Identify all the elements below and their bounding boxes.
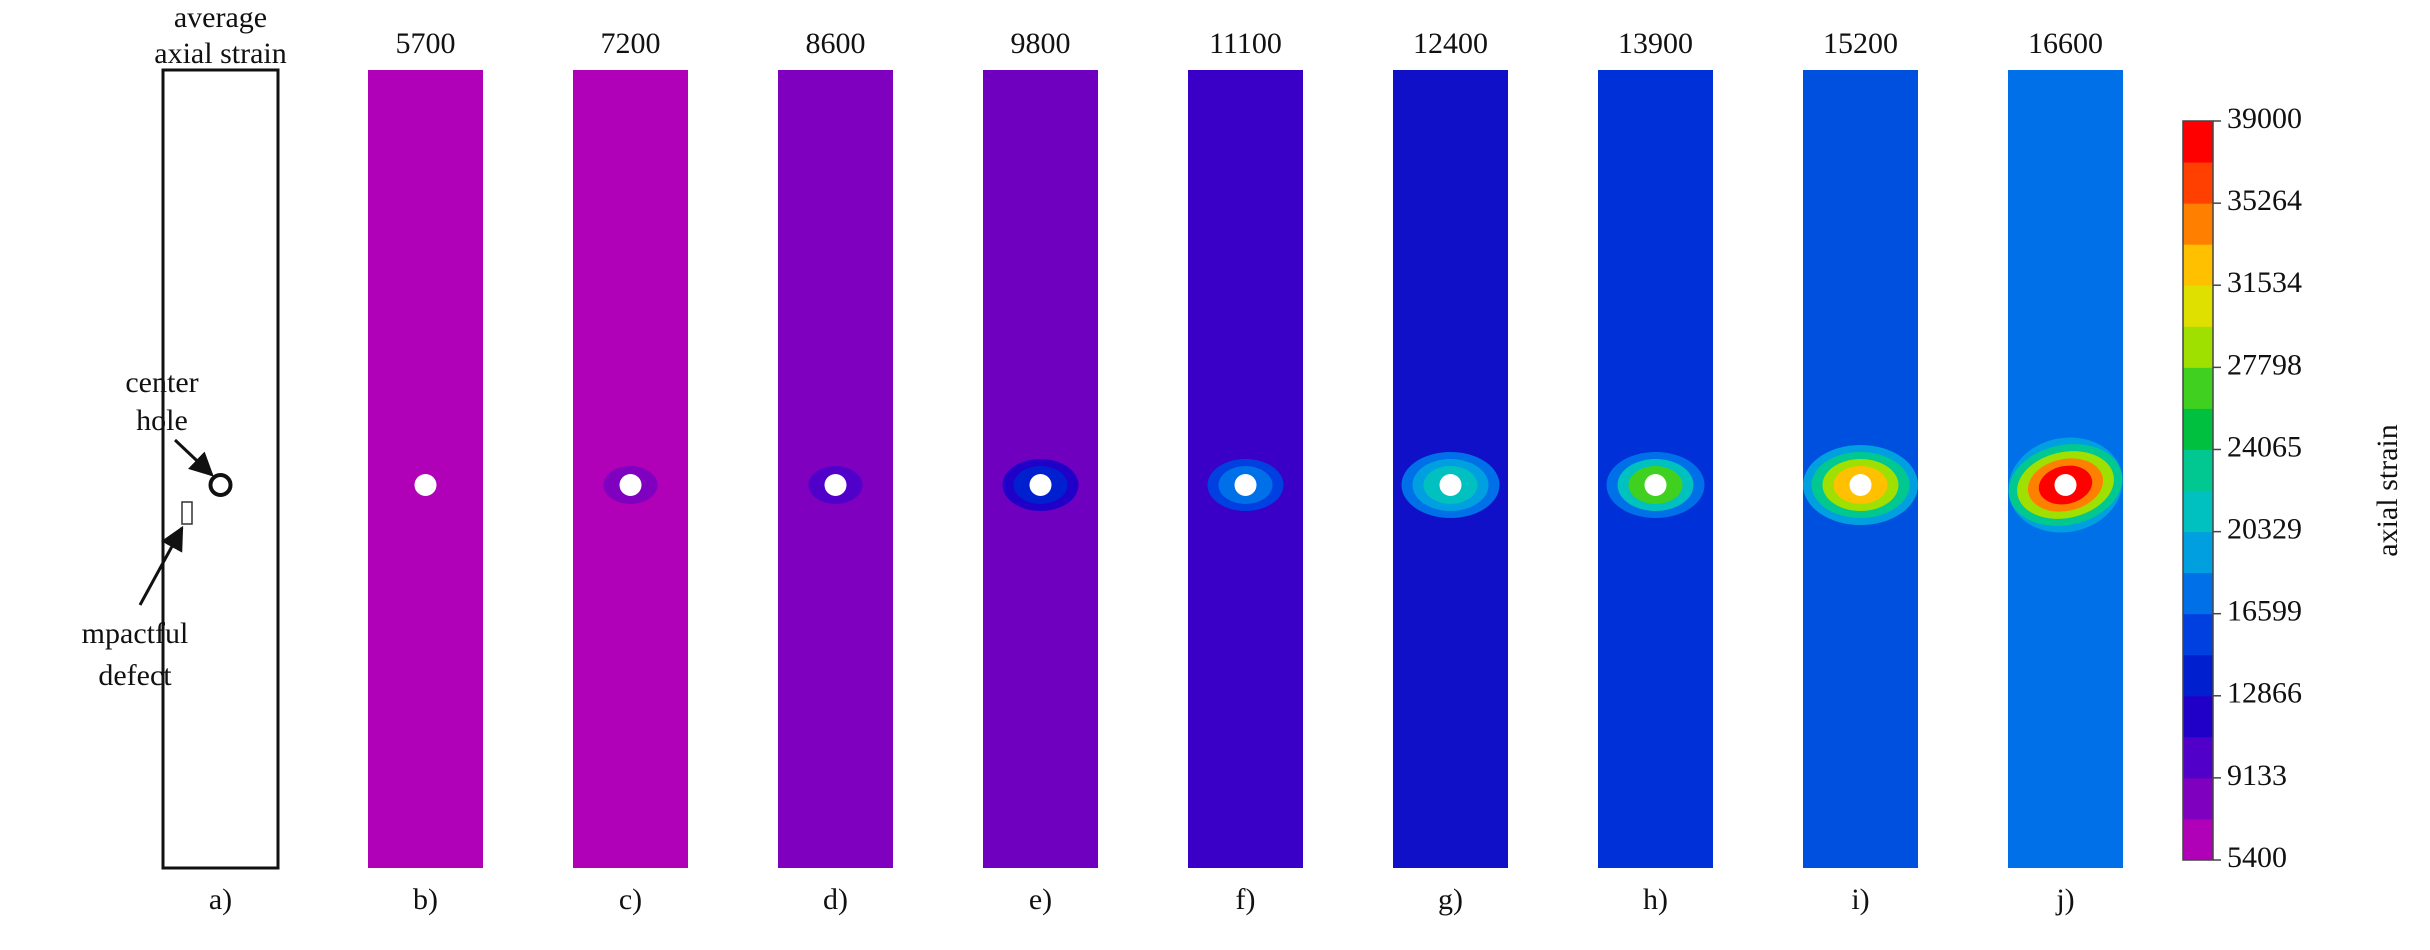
colorbar-tick-label: 9133 (2227, 759, 2287, 792)
colorbar-tick-label: 39000 (2227, 102, 2302, 135)
center-hole (619, 474, 642, 496)
defect (181, 501, 193, 525)
colorbar-segment (2183, 736, 2213, 779)
specimen-outline (161, 68, 280, 870)
panel-header: average (174, 1, 267, 34)
panel-header: 15200 (1823, 27, 1898, 60)
panel-label: e) (1029, 883, 1052, 916)
colorbar-segment (2183, 244, 2213, 286)
panel-label: b) (413, 883, 438, 916)
center-hole (1234, 474, 1257, 496)
colorbar-segment (2183, 285, 2213, 327)
colorbar-segment (2183, 121, 2213, 163)
colorbar-segment (2183, 654, 2213, 697)
colorbar-tick-label: 20329 (2227, 513, 2302, 546)
panel-label: a) (209, 883, 232, 916)
annotation: hole (136, 404, 188, 437)
colorbar-segment (2183, 367, 2213, 409)
panel-header: 16600 (2028, 27, 2103, 60)
panel-label: g) (1438, 883, 1463, 916)
panel-header: 12400 (1413, 27, 1488, 60)
annotation: center (125, 366, 198, 399)
colorbar-tick-label: 5400 (2227, 841, 2287, 874)
colorbar-segment (2183, 490, 2213, 533)
colorbar-segment (2183, 572, 2213, 615)
center-hole (1849, 474, 1872, 496)
colorbar-segment (2183, 695, 2213, 738)
colorbar-segment (2183, 613, 2213, 656)
annotation: defect (98, 659, 172, 692)
panel-header: 13900 (1618, 27, 1693, 60)
center-hole (414, 474, 437, 496)
panel-label: d) (823, 883, 848, 916)
center-hole (1029, 474, 1052, 496)
panel-header: 7200 (601, 27, 661, 60)
panel-label: j) (2055, 883, 2074, 916)
colorbar-segment (2183, 203, 2213, 245)
annotation: mpactful (82, 617, 189, 650)
colorbar-segment (2183, 408, 2213, 450)
colorbar-segment (2183, 531, 2213, 574)
arrow (138, 525, 184, 606)
arrow (173, 438, 214, 477)
colorbar-tick-label: 16599 (2227, 595, 2302, 628)
center-hole (208, 473, 233, 497)
colorbar-tick-label: 31534 (2227, 266, 2302, 299)
colorbar-tick-label: 24065 (2227, 430, 2302, 463)
colorbar-title: axial strain (2371, 424, 2404, 556)
strain-field (368, 70, 483, 868)
colorbar-frame (2182, 120, 2214, 861)
colorbar-segment (2183, 818, 2213, 861)
colorbar-tick-label: 12866 (2227, 677, 2302, 710)
colorbar-segment (2183, 326, 2213, 368)
panel-header: 11100 (1209, 27, 1282, 60)
panel-label: h) (1643, 883, 1668, 916)
colorbar-tick-label: 35264 (2227, 184, 2302, 217)
colorbar-segment (2183, 777, 2213, 820)
panel-header: 9800 (1011, 27, 1071, 60)
center-hole (2054, 474, 2077, 496)
colorbar-segment (2183, 449, 2213, 491)
panel-header: axial strain (154, 37, 286, 70)
panel-label: i) (1851, 883, 1869, 916)
panel-label: c) (619, 883, 642, 916)
center-hole (1439, 474, 1462, 496)
center-hole (1644, 474, 1667, 496)
center-hole (824, 474, 847, 496)
colorbar-tick-label: 27798 (2227, 348, 2302, 381)
panel-label: f) (1236, 883, 1256, 916)
colorbar-segment (2183, 162, 2213, 204)
panel-header: 8600 (806, 27, 866, 60)
panel-header: 5700 (396, 27, 456, 60)
